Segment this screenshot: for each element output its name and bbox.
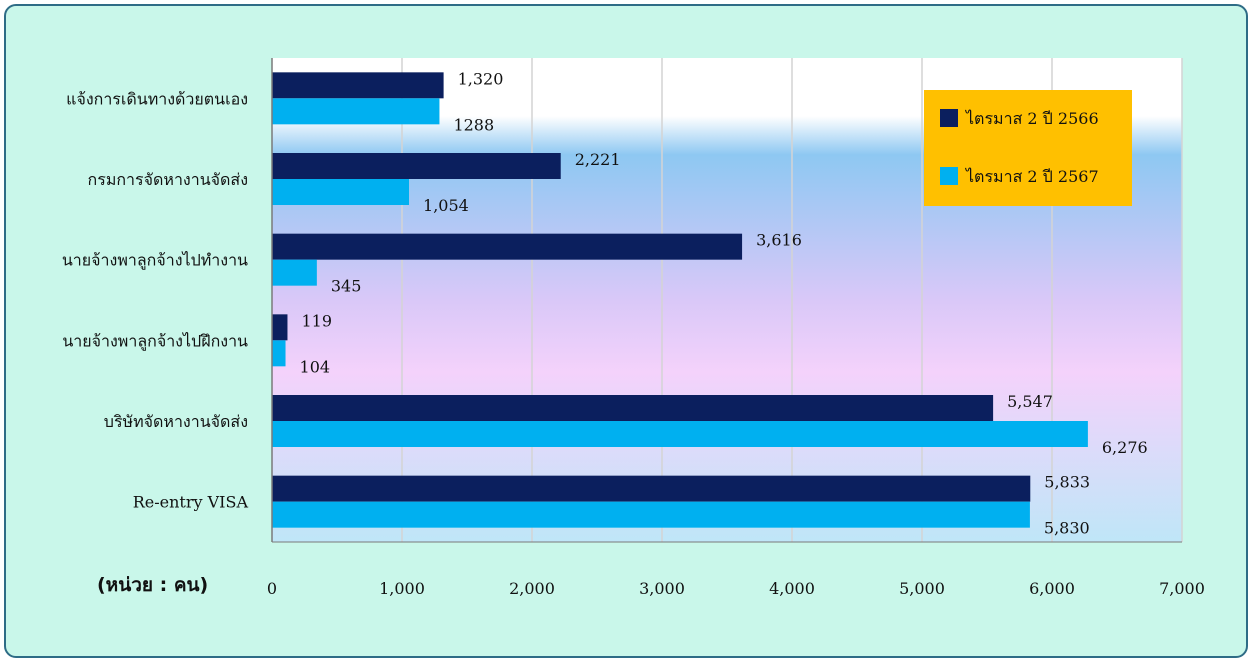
x-tick-label: 4,000 (769, 579, 815, 598)
x-tick-label: 0 (267, 579, 277, 598)
data-label: 5,830 (1044, 519, 1090, 538)
category-label: นายจ้างพาลูกจ้างไปทำงาน (62, 251, 248, 271)
data-label: 5,547 (1007, 392, 1053, 411)
data-label: 2,221 (575, 150, 621, 169)
data-label: 3,616 (756, 231, 802, 250)
x-tick-label: 2,000 (509, 579, 555, 598)
x-tick-label: 6,000 (1029, 579, 1075, 598)
category-label: แจ้งการเดินทางด้วยตนเอง (66, 89, 248, 108)
data-label: 104 (300, 357, 331, 376)
data-label: 5,833 (1044, 473, 1090, 492)
data-label: 6,276 (1102, 438, 1148, 457)
x-tick-label: 3,000 (639, 579, 685, 598)
legend-swatch-2566 (940, 109, 958, 127)
bar (272, 395, 994, 421)
bars (272, 72, 1088, 528)
legend-label-2566: ไตรมาส 2 ปี 2566 (964, 109, 1099, 128)
bar (272, 259, 317, 286)
x-tick-label: 5,000 (899, 579, 945, 598)
category-label: บริษัทจัดหางานจัดส่ง (104, 412, 248, 431)
data-label: 1288 (453, 115, 494, 134)
bar (272, 233, 743, 260)
labels: 0 1,000 2,000 3,000 4,000 5,000 6,000 7,000 แจ้ง… (62, 69, 1205, 598)
category-label: กรมการจัดหางานจัดส่ง (88, 170, 248, 189)
x-tick-label: 7,000 (1159, 579, 1205, 598)
bar (272, 179, 410, 205)
bar (272, 340, 286, 367)
category-label: นายจ้างพาลูกจ้างไปฝึกงาน (62, 331, 248, 351)
bar (272, 501, 1030, 528)
data-label: 1,320 (458, 69, 504, 88)
bar (272, 98, 440, 125)
bar (272, 72, 444, 99)
legend-swatch-2567 (940, 167, 958, 185)
bar (272, 153, 561, 179)
bar (272, 314, 288, 341)
bar (272, 421, 1088, 447)
bar (272, 475, 1031, 502)
legend: ไตรมาส 2 ปี 2566 ไตรมาส 2 ปี 2567 (924, 90, 1132, 206)
category-label: Re-entry VISA (133, 493, 249, 512)
data-label: 119 (301, 311, 332, 330)
unit-label: (หน่วย : คน) (97, 574, 208, 596)
data-label: 1,054 (423, 196, 469, 215)
x-tick-label: 1,000 (379, 579, 425, 598)
legend-label-2567: ไตรมาส 2 ปี 2567 (964, 167, 1099, 186)
data-label: 345 (331, 277, 362, 296)
legend-box (924, 90, 1132, 206)
axes (271, 58, 1182, 543)
